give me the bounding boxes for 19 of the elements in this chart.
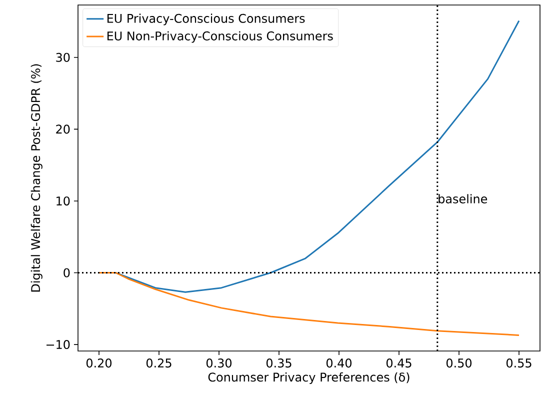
y-tick-label: −10 — [46, 340, 70, 350]
y-tick-label: 0 — [64, 268, 70, 278]
x-tick-label: 0.30 — [206, 358, 232, 368]
x-tick-label: 0.45 — [386, 358, 412, 368]
y-tick-label: 10 — [56, 196, 70, 206]
y-tick-label: 30 — [56, 52, 70, 62]
x-tick-label: 0.40 — [326, 358, 352, 368]
y-tick-label: 20 — [56, 124, 70, 134]
ref-line-label: baseline — [438, 194, 488, 204]
legend-label: EU Privacy-Conscious Consumers — [107, 14, 305, 26]
line-series — [98, 272, 520, 336]
x-tick-label: 0.35 — [266, 358, 292, 368]
x-axis-title: Conumser Privacy Preferences (δ) — [208, 372, 410, 384]
x-tick-label: 0.20 — [86, 358, 112, 368]
x-tick-label: 0.25 — [146, 358, 172, 368]
x-tick-label: 0.50 — [446, 358, 472, 368]
x-tick-label: 0.55 — [506, 358, 532, 368]
y-axis-title: Digital Welfare Change Post-GDPR (%) — [30, 64, 42, 292]
legend-label: EU Non-Privacy-Conscious Consumers — [107, 31, 333, 43]
